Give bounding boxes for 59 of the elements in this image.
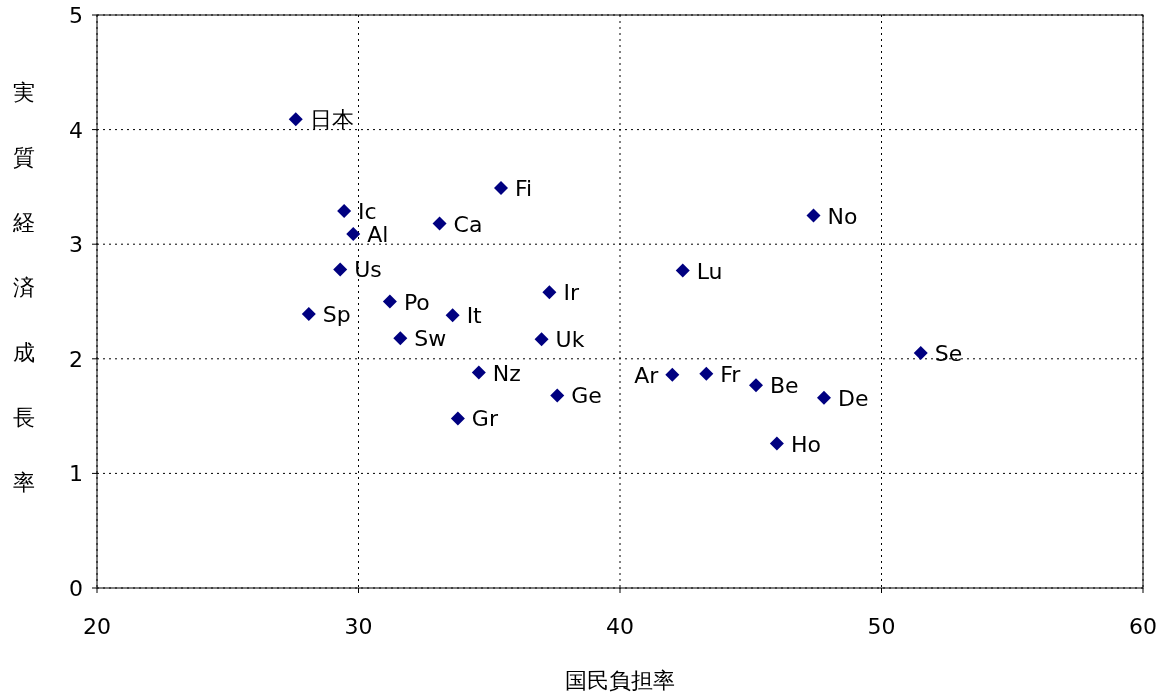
annotation: Se (934, 341, 963, 367)
point (450, 411, 465, 426)
annotation: Nz (492, 360, 521, 386)
annotation: Ca (453, 211, 483, 237)
x-axis-title: 国民負担率 (565, 668, 675, 693)
annotation: De (837, 385, 869, 411)
annotation: Al (367, 221, 389, 247)
annotation: Sw (414, 326, 447, 352)
annotation: Ar (634, 362, 660, 388)
point (699, 366, 714, 381)
annotation: Lu (696, 258, 723, 284)
y-tick-label: 3 (69, 232, 83, 258)
x-tick-label: 60 (1129, 614, 1157, 639)
point (665, 367, 680, 382)
y-tick-label: 2 (69, 346, 83, 372)
annotation: Gr (471, 406, 499, 432)
point (675, 263, 690, 278)
annotation: It (466, 303, 483, 329)
point (913, 346, 928, 361)
point (432, 216, 447, 231)
text: 実質経済成長率 (13, 80, 35, 495)
point (393, 331, 408, 346)
y-tick-label: 5 (69, 3, 83, 28)
annotation: 日本 (309, 107, 354, 133)
annotation: Ir (563, 280, 580, 306)
point (346, 226, 361, 241)
point (445, 308, 460, 323)
annotation: Uk (555, 327, 585, 353)
y-tick-label: 1 (69, 461, 83, 487)
point (288, 112, 303, 127)
annotation: Us (354, 257, 382, 283)
x-tick-label: 50 (867, 614, 896, 639)
annotation: Ge (571, 383, 602, 409)
annotation: Fi (515, 176, 533, 202)
point (333, 262, 348, 277)
y-tick-label: 0 (69, 576, 83, 601)
point (337, 203, 352, 218)
point (806, 208, 821, 223)
point (494, 181, 509, 196)
annotation: No (827, 203, 858, 229)
point (382, 294, 397, 309)
point (816, 390, 831, 405)
annotation: Fr (720, 361, 742, 387)
point (534, 332, 549, 347)
y-tick-label: 4 (69, 117, 83, 143)
point (550, 388, 565, 403)
annotation: Po (403, 289, 430, 315)
x-tick-label: 30 (344, 614, 373, 639)
point (301, 307, 316, 322)
point (542, 285, 557, 300)
x-tick-label: 20 (83, 614, 111, 639)
annotation: Sp (322, 302, 351, 328)
point (769, 436, 784, 451)
annotation: Be (769, 373, 799, 399)
point (471, 365, 486, 380)
x-tick-label: 40 (606, 614, 634, 639)
annotation: Ic (358, 198, 377, 224)
annotation: Ho (790, 431, 821, 457)
point (748, 378, 763, 393)
